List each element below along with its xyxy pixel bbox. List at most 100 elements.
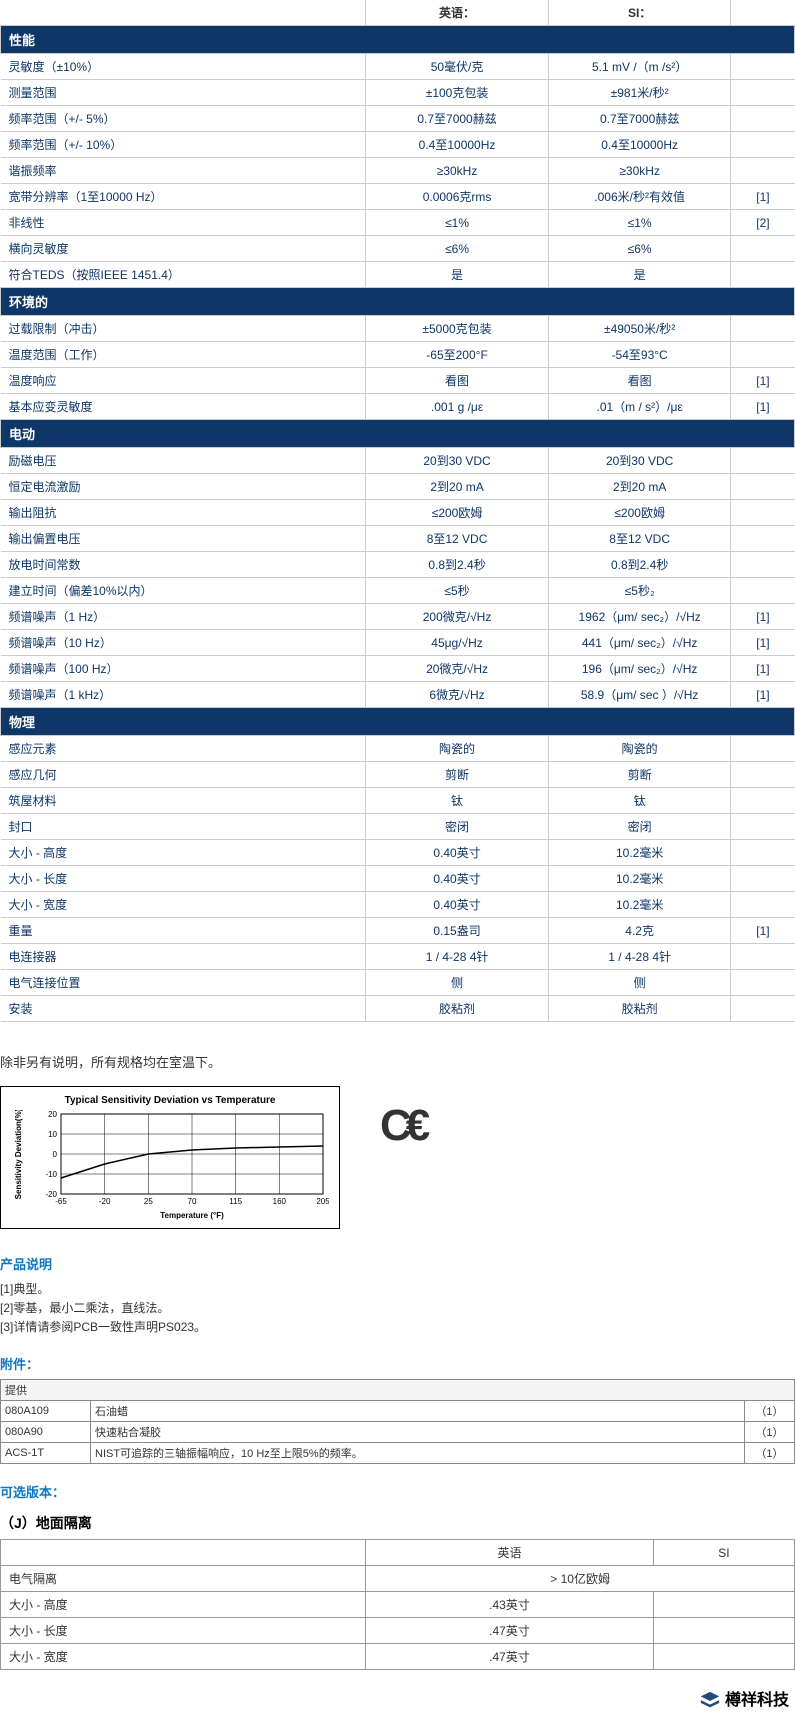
product-note: [3]详情请参阅PCB一致性声明PS023。 xyxy=(0,1317,795,1336)
spec-note: [1] xyxy=(731,630,795,656)
spec-en: 0.40英寸 xyxy=(366,866,549,892)
acc-desc: 石油蜡 xyxy=(91,1401,745,1422)
spec-row: 输出阻抗≤200欧姆≤200欧姆 xyxy=(1,500,795,526)
spec-en: 20到30 VDC xyxy=(366,448,549,474)
spec-note xyxy=(731,158,795,184)
spec-si: 10.2毫米 xyxy=(548,866,731,892)
spec-row: 安装胶粘剂胶粘剂 xyxy=(1,996,795,1022)
spec-si: ≤200欧姆 xyxy=(548,500,731,526)
spec-note xyxy=(731,262,795,288)
spec-si: 陶瓷的 xyxy=(548,736,731,762)
spec-en: ≤1% xyxy=(366,210,549,236)
spec-row: 频率范围（+/- 10%）0.4至10000Hz0.4至10000Hz xyxy=(1,132,795,158)
spec-en: 200微克/√Hz xyxy=(366,604,549,630)
chart-plot: 20100-10-20-65-202570115160205Temperatur… xyxy=(9,1110,329,1220)
acc-qty: （1） xyxy=(745,1422,795,1443)
spec-label: 重量 xyxy=(1,918,366,944)
spec-en: 0.8到2.4秒 xyxy=(366,552,549,578)
spec-note xyxy=(731,866,795,892)
spec-row: 放电时间常数0.8到2.4秒0.8到2.4秒 xyxy=(1,552,795,578)
spec-si: .01（m / s²）/με xyxy=(548,394,731,420)
optional-heading: 可选版本： xyxy=(0,1482,795,1501)
opt-en: .47英寸 xyxy=(366,1618,654,1644)
spec-en: 1 / 4-28 4针 xyxy=(366,944,549,970)
opt-col-en: 英语 xyxy=(366,1540,654,1566)
spec-si: ±981米/秒² xyxy=(548,80,731,106)
spec-si: 8至12 VDC xyxy=(548,526,731,552)
spec-en: 侧 xyxy=(366,970,549,996)
accessory-row: 080A90快速粘合凝胶（1） xyxy=(1,1422,795,1443)
spec-note xyxy=(731,474,795,500)
spec-label: 测量范围 xyxy=(1,80,366,106)
spec-note xyxy=(731,736,795,762)
opt-row: 电气隔离> 10亿欧姆 xyxy=(1,1566,795,1592)
svg-text:205: 205 xyxy=(316,1197,329,1206)
spec-note xyxy=(731,814,795,840)
opt-si xyxy=(653,1592,794,1618)
spec-en: 20微克/√Hz xyxy=(366,656,549,682)
section-header: 物理 xyxy=(1,708,795,736)
spec-en: 0.0006克rms xyxy=(366,184,549,210)
svg-text:Sensitivity Deviation(%): Sensitivity Deviation(%) xyxy=(14,1110,23,1199)
spec-note xyxy=(731,944,795,970)
spec-note xyxy=(731,840,795,866)
acc-desc: 快速粘合凝胶 xyxy=(91,1422,745,1443)
section-header: 性能 xyxy=(1,26,795,54)
spec-en: 8至12 VDC xyxy=(366,526,549,552)
spec-row: 灵敏度（±10%）50毫伏/克5.1 mV /（m /s²） xyxy=(1,54,795,80)
spec-en: ≥30kHz xyxy=(366,158,549,184)
spec-en: 剪断 xyxy=(366,762,549,788)
spec-row: 输出偏置电压8至12 VDC8至12 VDC xyxy=(1,526,795,552)
svg-text:-20: -20 xyxy=(99,1197,111,1206)
spec-row: 温度响应看图看图[1] xyxy=(1,368,795,394)
spec-si: 10.2毫米 xyxy=(548,892,731,918)
product-notes-list: [1]典型。[2]零基，最小二乘法，直线法。[3]详情请参阅PCB一致性声明PS… xyxy=(0,1279,795,1336)
spec-note xyxy=(731,448,795,474)
spec-label: 谐振频率 xyxy=(1,158,366,184)
spec-label: 建立时间（偏差10%以内） xyxy=(1,578,366,604)
spec-note: [2] xyxy=(731,210,795,236)
spec-si: 196（μm/ sec₂）/√Hz xyxy=(548,656,731,682)
svg-text:160: 160 xyxy=(273,1197,287,1206)
spec-en: ≤6% xyxy=(366,236,549,262)
spec-note xyxy=(731,970,795,996)
spec-note xyxy=(731,316,795,342)
spec-note: [1] xyxy=(731,394,795,420)
spec-si: 密闭 xyxy=(548,814,731,840)
spec-en: ≤200欧姆 xyxy=(366,500,549,526)
spec-note xyxy=(731,342,795,368)
spec-si: 0.8到2.4秒 xyxy=(548,552,731,578)
opt-en: .43英寸 xyxy=(366,1592,654,1618)
spec-row: 电连接器1 / 4-28 4针1 / 4-28 4针 xyxy=(1,944,795,970)
spec-si: 是 xyxy=(548,262,731,288)
spec-note: [1] xyxy=(731,368,795,394)
spec-row: 频谱噪声（1 Hz）200微克/√Hz1962（μm/ sec₂）/√Hz[1] xyxy=(1,604,795,630)
spec-si: 5.1 mV /（m /s²） xyxy=(548,54,731,80)
optional-table: 英语SI电气隔离> 10亿欧姆大小 - 高度.43英寸大小 - 长度.47英寸大… xyxy=(0,1539,795,1670)
spec-note xyxy=(731,526,795,552)
spec-en: 50毫伏/克 xyxy=(366,54,549,80)
spec-note xyxy=(731,236,795,262)
opt-row: 大小 - 长度.47英寸 xyxy=(1,1618,795,1644)
spec-label: 频谱噪声（1 kHz） xyxy=(1,682,366,708)
spec-row: 频谱噪声（10 Hz）45μg/√Hz441（μm/ sec₂）/√Hz[1] xyxy=(1,630,795,656)
spec-si: .006米/秒²有效值 xyxy=(548,184,731,210)
spec-row: 大小 - 高度0.40英寸10.2毫米 xyxy=(1,840,795,866)
spec-si: ±49050米/秒² xyxy=(548,316,731,342)
chart-title: Typical Sensitivity Deviation vs Tempera… xyxy=(9,1095,331,1106)
spec-label: 温度范围（工作） xyxy=(1,342,366,368)
opt-label: 大小 - 宽度 xyxy=(1,1644,366,1670)
spec-en: 0.7至7000赫兹 xyxy=(366,106,549,132)
spec-en: ≤5秒 xyxy=(366,578,549,604)
spec-label: 大小 - 长度 xyxy=(1,866,366,892)
acc-qty: （1） xyxy=(745,1443,795,1464)
spec-row: 感应元素陶瓷的陶瓷的 xyxy=(1,736,795,762)
spec-note: [1] xyxy=(731,656,795,682)
spec-si: 看图 xyxy=(548,368,731,394)
spec-note: [1] xyxy=(731,184,795,210)
acc-provided-label: 提供 xyxy=(1,1380,795,1401)
spec-label: 恒定电流激励 xyxy=(1,474,366,500)
spec-si: 441（μm/ sec₂）/√Hz xyxy=(548,630,731,656)
spec-label: 电气连接位置 xyxy=(1,970,366,996)
spec-row: 基本应变灵敏度.001 g /με.01（m / s²）/με[1] xyxy=(1,394,795,420)
